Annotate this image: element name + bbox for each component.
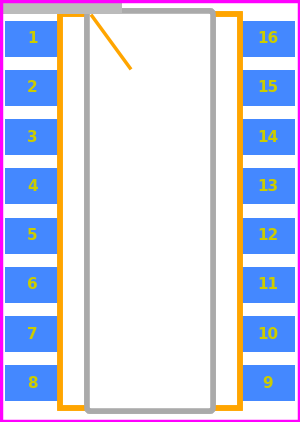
Text: 15: 15 xyxy=(257,80,278,95)
Bar xyxy=(5,119,60,155)
Text: 11: 11 xyxy=(257,277,278,292)
Bar xyxy=(240,70,295,106)
Text: 1: 1 xyxy=(27,31,38,46)
Text: 12: 12 xyxy=(257,228,278,243)
Bar xyxy=(2,2,122,14)
Bar xyxy=(240,168,295,204)
Bar xyxy=(240,218,295,254)
FancyBboxPatch shape xyxy=(87,11,213,411)
Bar xyxy=(240,119,295,155)
Bar xyxy=(240,316,295,352)
Text: 5: 5 xyxy=(27,228,38,243)
FancyBboxPatch shape xyxy=(87,11,213,411)
Bar xyxy=(5,70,60,106)
Text: 13: 13 xyxy=(257,179,278,194)
Text: 14: 14 xyxy=(257,130,278,145)
Text: 16: 16 xyxy=(257,31,278,46)
Bar xyxy=(240,21,295,57)
Text: 9: 9 xyxy=(262,376,273,391)
Bar xyxy=(240,267,295,303)
Bar xyxy=(5,218,60,254)
Text: 10: 10 xyxy=(257,327,278,342)
Bar xyxy=(5,267,60,303)
Text: 7: 7 xyxy=(27,327,38,342)
Bar xyxy=(2,2,122,14)
Bar xyxy=(60,14,240,408)
Text: 6: 6 xyxy=(27,277,38,292)
Bar xyxy=(5,168,60,204)
Text: 8: 8 xyxy=(27,376,38,391)
Bar xyxy=(240,365,295,401)
Bar xyxy=(60,14,240,408)
Text: 4: 4 xyxy=(27,179,38,194)
Text: 3: 3 xyxy=(27,130,38,145)
Bar xyxy=(5,316,60,352)
Bar xyxy=(5,21,60,57)
Text: 2: 2 xyxy=(27,80,38,95)
Bar xyxy=(5,365,60,401)
